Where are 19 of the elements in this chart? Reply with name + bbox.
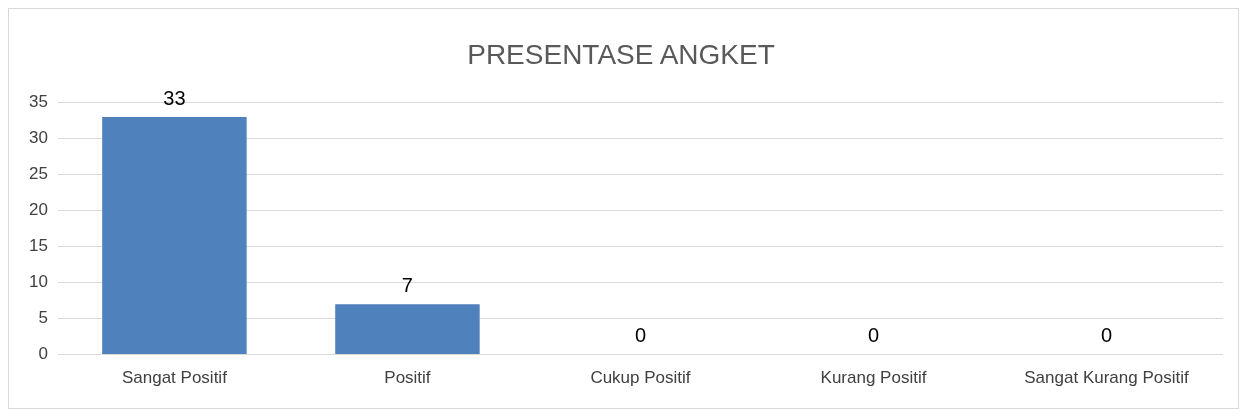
x-tick-label: Positif: [384, 368, 431, 388]
y-tick-label: 5: [38, 308, 48, 328]
data-label: 0: [1100, 324, 1113, 347]
y-tick-label: 15: [28, 236, 48, 256]
y-tick-label: 0: [38, 344, 48, 364]
x-tick-label: Kurang Positif: [820, 368, 927, 388]
y-tick-label: 35: [28, 92, 48, 112]
y-tick-label: 20: [28, 200, 48, 220]
x-tick-label: Sangat Positif: [121, 368, 228, 388]
data-label: 33: [163, 86, 186, 109]
chart-title: PRESENTASE ANGKET: [467, 38, 775, 70]
data-label: 7: [401, 273, 413, 296]
x-tick-label: Sangat Kurang Positif: [1024, 368, 1189, 388]
data-label: 0: [634, 324, 647, 347]
y-tick-label: 25: [28, 164, 48, 184]
y-tick-label: 30: [28, 128, 48, 148]
x-tick-label: Cukup Positif: [590, 368, 691, 388]
data-label: 0: [867, 324, 880, 347]
y-tick-label: 10: [28, 272, 48, 292]
